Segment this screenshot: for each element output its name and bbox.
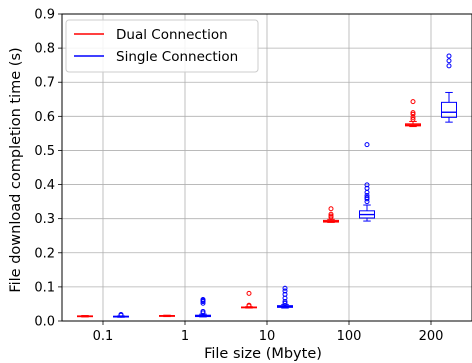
- box-1-0: [113, 312, 129, 318]
- x-tick-label: 10: [259, 329, 276, 344]
- x-tick-label: 200: [419, 329, 444, 344]
- outlier-point: [364, 182, 370, 188]
- box-plot-series: [77, 53, 457, 318]
- outlier-point: [282, 299, 288, 305]
- outlier-point: [282, 288, 288, 294]
- outlier-point: [200, 297, 206, 303]
- outlier-point: [328, 206, 334, 212]
- box-1-4: [441, 53, 457, 123]
- outlier-point: [446, 53, 452, 59]
- y-tick-label: 0.0: [34, 315, 55, 330]
- box-body: [441, 101, 457, 118]
- legend-frame: [65, 19, 259, 73]
- box-0-1: [159, 314, 175, 318]
- box-1-1: [195, 297, 211, 318]
- outlier-point: [282, 285, 288, 291]
- outlier-point: [328, 213, 334, 219]
- outlier-point: [246, 302, 252, 308]
- outlier-point: [364, 195, 370, 201]
- outlier-point: [246, 290, 252, 296]
- outlier-point: [410, 110, 416, 116]
- box-0-4: [405, 99, 421, 128]
- legend-label-single: Single Connection: [116, 49, 238, 65]
- y-tick-label: 0.1: [34, 280, 55, 295]
- y-tick-label: 0.4: [34, 178, 55, 193]
- box-1-3: [359, 142, 375, 222]
- y-tick-label: 0.6: [34, 110, 55, 125]
- y-tick-label: 0.3: [34, 212, 55, 227]
- outlier-point: [328, 211, 334, 217]
- outlier-point: [200, 308, 206, 314]
- x-tick-label: 100: [337, 329, 362, 344]
- outlier-point: [364, 142, 370, 148]
- outlier-point: [410, 116, 416, 122]
- box-0-2: [241, 290, 257, 309]
- box-1-2: [277, 285, 293, 309]
- plot-frame: [61, 13, 472, 322]
- y-tick-label: 0.9: [34, 8, 55, 23]
- box-0-0: [77, 315, 93, 318]
- x-axis-label: File size (Mbyte): [204, 346, 322, 362]
- outlier-point: [446, 58, 452, 64]
- x-tick-label: 1: [181, 329, 189, 344]
- y-axis-label: File download completion time (s): [8, 47, 24, 292]
- y-tick-label: 0.7: [34, 76, 55, 91]
- x-tick-label: 0.1: [93, 329, 114, 344]
- outlier-point: [446, 63, 452, 69]
- legend: Dual Connection Single Connection: [65, 19, 259, 73]
- y-tick-label: 0.5: [34, 144, 55, 159]
- outlier-point: [364, 192, 370, 198]
- outlier-point: [118, 312, 124, 318]
- outlier-point: [282, 300, 288, 306]
- y-tick-label: 0.2: [34, 246, 55, 261]
- outlier-point: [282, 291, 288, 297]
- y-tick-label: 0.8: [34, 42, 55, 57]
- box-0-3: [323, 206, 339, 223]
- outlier-point: [410, 111, 416, 117]
- outlier-point: [364, 185, 370, 191]
- outlier-point: [410, 99, 416, 105]
- outlier-point: [410, 114, 416, 120]
- legend-label-dual: Dual Connection: [116, 27, 228, 43]
- axes: 0.0 0.1 0.2 0.3 0.4 0.5 0.6 0.7 0.8 0.9 0.1 1 10 100 2…: [34, 8, 472, 344]
